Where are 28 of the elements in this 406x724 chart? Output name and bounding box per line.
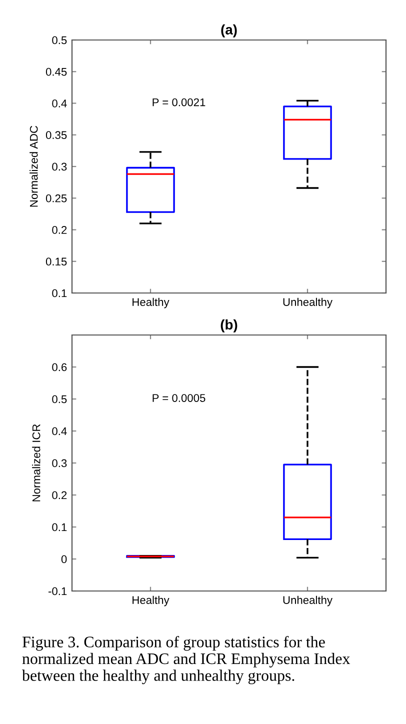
y-tick-label: 0.6 xyxy=(52,363,67,372)
y-tick-label: 0.3 xyxy=(52,459,67,468)
caption: Figure 3. Comparison of group statistics for the normalized mean ADC and ICR Emphysema Index between the healthy and unhealthy groups. xyxy=(22,636,350,684)
chart-title: (b) xyxy=(220,319,238,332)
y-tick-label: 0.2 xyxy=(52,226,67,234)
y-tick-label: 0.4 xyxy=(52,427,67,436)
x-tick-label: Healthy xyxy=(132,298,170,308)
y-tick-label: 0.1 xyxy=(52,289,67,298)
y-tick-label: 0.15 xyxy=(46,258,67,266)
annotation: P = 0.0021 xyxy=(152,98,206,106)
x-tick-label: Unhealthy xyxy=(283,298,332,308)
y-tick-label: 0.5 xyxy=(52,395,67,404)
y-tick-label: 0.5 xyxy=(52,36,67,44)
y-axis-title: Normalized ADC xyxy=(30,126,38,207)
y-tick-label: 0.3 xyxy=(52,162,67,171)
x-tick-label: Unhealthy xyxy=(283,596,332,606)
y-tick-label: 0.1 xyxy=(52,523,67,532)
y-tick-label: 0.2 xyxy=(52,491,67,500)
y-tick-label: 0.35 xyxy=(46,131,67,140)
y-axis-title: Normalized ICR xyxy=(32,424,40,502)
y-tick-label: 0.45 xyxy=(46,68,67,76)
annotation: P = 0.0005 xyxy=(152,394,206,402)
y-tick-label: 0.4 xyxy=(52,100,67,108)
y-tick-label: -0.1 xyxy=(48,587,67,596)
chart-title: (a) xyxy=(221,24,237,38)
y-tick-label: 0.25 xyxy=(46,194,67,202)
x-tick-label: Healthy xyxy=(132,596,170,606)
y-tick-label: 0 xyxy=(61,555,67,564)
